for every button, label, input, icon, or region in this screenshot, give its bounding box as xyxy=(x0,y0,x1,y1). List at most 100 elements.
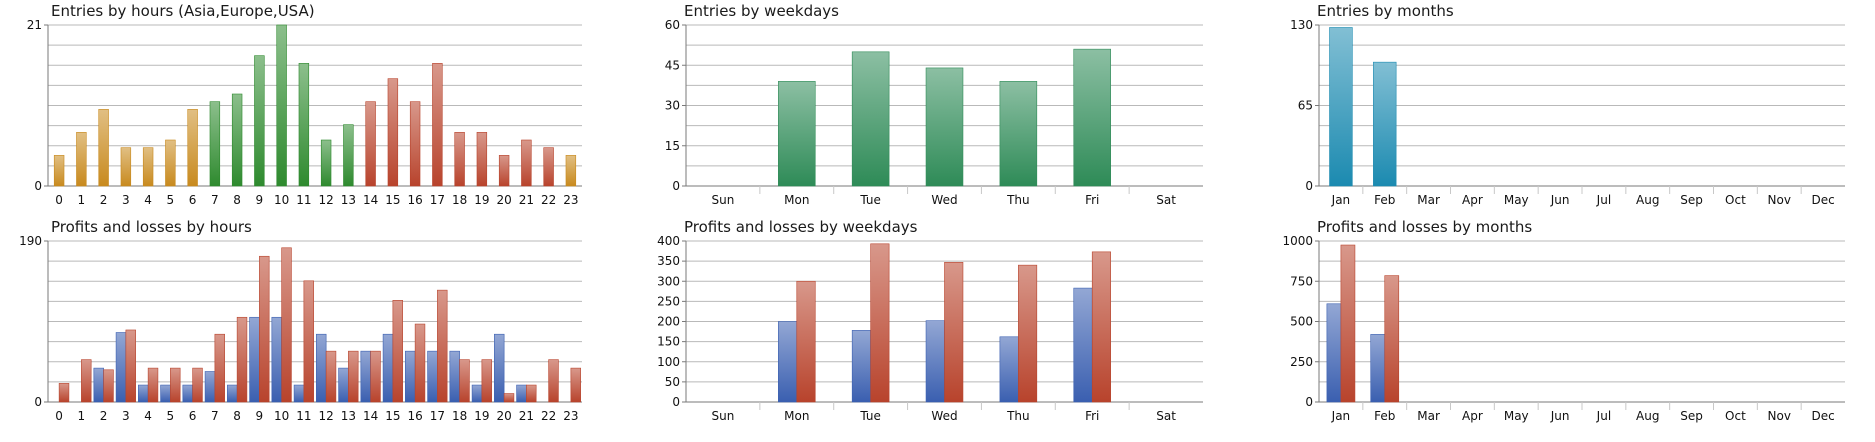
x-tick-label: 20 xyxy=(496,193,511,207)
chart-6: Profits and losses by months 0 250 500 750 10… xyxy=(1282,218,1845,423)
y-tick-label: 400 xyxy=(657,234,680,248)
bar-11 xyxy=(298,63,310,187)
bar-10 xyxy=(276,24,287,187)
x-tick-label: Dec xyxy=(1811,409,1834,423)
y-tick-label: 0 xyxy=(1305,179,1313,193)
x-tick-label: Aug xyxy=(1636,409,1659,423)
bar-wed-s1 xyxy=(925,320,945,403)
bar-mon-s2 xyxy=(796,280,816,403)
x-tick-label: Jun xyxy=(1550,409,1570,423)
bar-feb xyxy=(1373,61,1397,187)
x-tick-label: Jul xyxy=(1596,409,1611,423)
bar-mon xyxy=(778,81,816,187)
x-tick-label: Mon xyxy=(784,409,809,423)
y-tick-label: 100 xyxy=(657,355,680,369)
bar-18-s2 xyxy=(459,359,470,403)
y-tick-label: 0 xyxy=(1305,395,1313,409)
x-tick-label: Sat xyxy=(1156,193,1176,207)
bar-tue xyxy=(851,51,890,187)
y-tick-label: 50 xyxy=(665,375,680,389)
x-tick-label: 15 xyxy=(385,409,400,423)
x-tick-label: Oct xyxy=(1725,409,1746,423)
x-tick-label: 2 xyxy=(100,193,108,207)
y-tick-label: 130 xyxy=(1290,18,1313,32)
bar-13 xyxy=(343,124,354,187)
x-tick-label: Wed xyxy=(931,409,957,423)
x-tick-label: 17 xyxy=(430,409,445,423)
bar-23-s2 xyxy=(570,367,581,403)
bar-3 xyxy=(120,147,132,187)
x-tick-label: 3 xyxy=(122,409,130,423)
bar-23 xyxy=(565,155,577,187)
x-tick-label: 9 xyxy=(256,409,264,423)
y-tick-label: 0 xyxy=(34,179,42,193)
bar-4-s2 xyxy=(147,367,159,403)
bar-9-s1 xyxy=(249,316,260,403)
bar-jan xyxy=(1329,27,1353,187)
bar-fri-s1 xyxy=(1073,287,1093,403)
x-tick-label: 0 xyxy=(55,193,63,207)
bar-feb-s2 xyxy=(1384,275,1400,403)
bar-13-s2 xyxy=(348,350,359,403)
bar-2-s2 xyxy=(103,369,114,403)
y-tick-label: 250 xyxy=(657,294,680,308)
bar-1-s2 xyxy=(81,359,92,403)
x-tick-label: 12 xyxy=(318,409,333,423)
bar-21-s2 xyxy=(526,384,537,403)
chart-3: Entries by months 0 65 130 Jan Feb Mar Apr May Ju… xyxy=(1290,2,1845,207)
bar-12 xyxy=(320,139,332,187)
bar-6 xyxy=(187,109,198,187)
x-tick-label: Apr xyxy=(1462,193,1483,207)
x-tick-label: Mar xyxy=(1417,409,1440,423)
chart-title: Entries by hours (Asia,Europe,USA) xyxy=(51,2,315,20)
bar-17-s1 xyxy=(427,350,438,403)
x-tick-label: Apr xyxy=(1462,409,1483,423)
x-tick-label: Nov xyxy=(1768,409,1791,423)
bar-16-s1 xyxy=(405,350,416,403)
x-tick-label: Jan xyxy=(1331,193,1351,207)
x-tick-label: Jul xyxy=(1596,193,1611,207)
bar-4 xyxy=(142,147,154,187)
bar-2-s1 xyxy=(93,367,104,403)
y-tick-label: 0 xyxy=(672,179,680,193)
bar-7-s1 xyxy=(204,371,216,403)
y-tick-label: 21 xyxy=(27,18,42,32)
x-tick-label: Sep xyxy=(1680,409,1703,423)
x-tick-label: Tue xyxy=(859,409,881,423)
x-tick-label: Sun xyxy=(712,193,735,207)
bar-thu-s2 xyxy=(1018,264,1038,403)
y-tick-label: 300 xyxy=(657,274,680,288)
x-tick-label: 12 xyxy=(318,193,333,207)
x-tick-label: 18 xyxy=(452,409,467,423)
x-tick-label: 19 xyxy=(474,193,489,207)
bar-0 xyxy=(53,155,65,187)
bar-thu-s1 xyxy=(999,336,1019,403)
x-tick-label: 5 xyxy=(167,193,175,207)
x-tick-label: 18 xyxy=(452,193,467,207)
x-tick-label: 17 xyxy=(430,193,445,207)
bar-10-s2 xyxy=(281,247,292,403)
x-tick-label: 16 xyxy=(407,193,422,207)
x-tick-label: 23 xyxy=(563,193,578,207)
bar-14 xyxy=(365,101,376,187)
x-tick-label: Thu xyxy=(1006,409,1030,423)
y-tick-label: 750 xyxy=(1290,274,1313,288)
x-tick-label: Dec xyxy=(1811,193,1834,207)
bar-tue-s1 xyxy=(851,330,871,403)
bar-thu xyxy=(999,81,1038,187)
x-tick-label: 20 xyxy=(496,409,511,423)
x-tick-label: 22 xyxy=(541,193,556,207)
bar-11-s1 xyxy=(293,384,305,403)
bar-19-s1 xyxy=(471,384,483,403)
x-tick-label: 16 xyxy=(407,409,422,423)
y-tick-label: 45 xyxy=(665,58,680,72)
bar-tue-s2 xyxy=(870,243,890,403)
y-tick-label: 150 xyxy=(657,335,680,349)
bar-15-s2 xyxy=(392,300,403,403)
x-tick-label: 11 xyxy=(296,193,311,207)
y-tick-label: 0 xyxy=(34,395,42,409)
x-tick-label: 21 xyxy=(519,409,534,423)
x-tick-label: Oct xyxy=(1725,193,1746,207)
